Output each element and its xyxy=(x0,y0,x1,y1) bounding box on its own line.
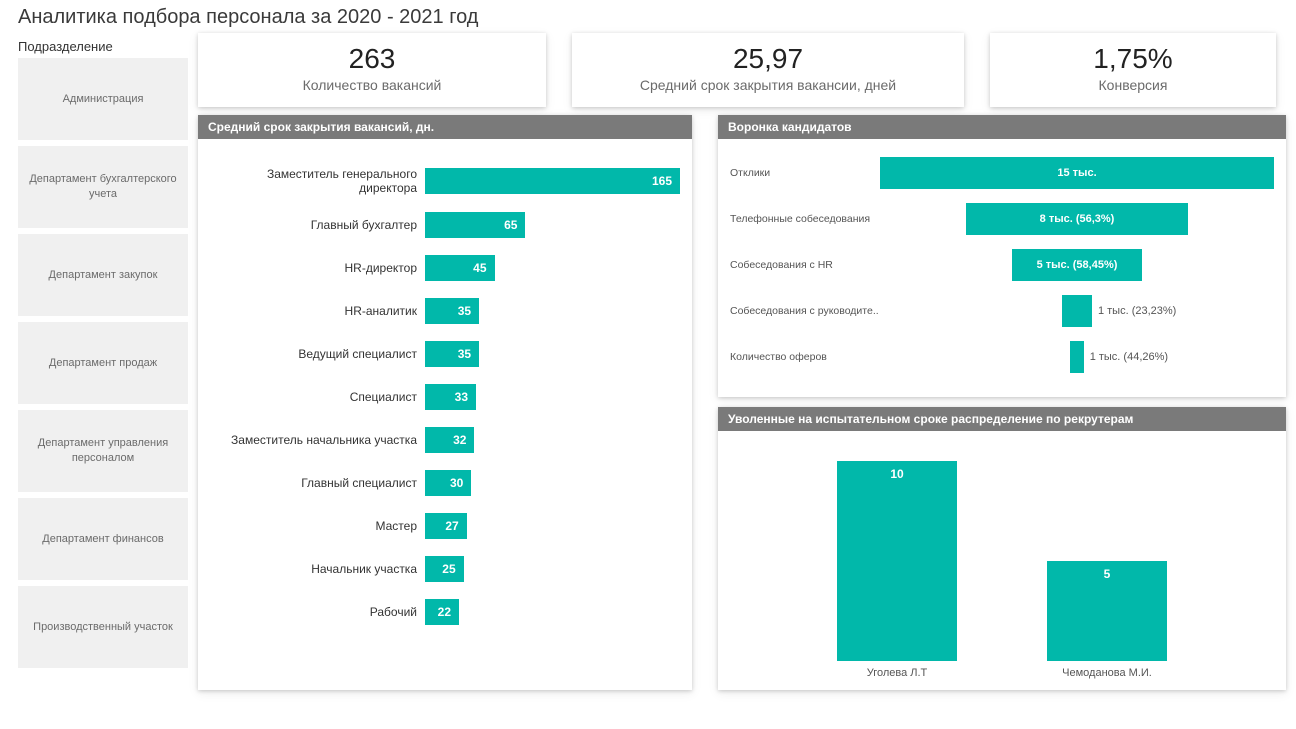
hbar-label: Рабочий xyxy=(210,605,425,619)
funnel-bar xyxy=(1070,341,1083,373)
column-bar: 5 xyxy=(1047,561,1167,661)
hbar-fill: 25 xyxy=(425,556,464,582)
hbar-track: 22 xyxy=(425,599,680,625)
kpi-card: 263 Количество вакансий xyxy=(198,33,546,107)
fired-panel: Уволенные на испытательном сроке распред… xyxy=(718,407,1286,690)
page-title: Аналитика подбора персонала за 2020 - 20… xyxy=(0,0,1296,33)
hbar-label: HR-директор xyxy=(210,261,425,275)
sidebar-item[interactable]: Департамент бухгалтерского учета xyxy=(18,146,188,228)
hbar-label: HR-аналитик xyxy=(210,304,425,318)
hbar-row: Главный специалист30 xyxy=(210,470,680,496)
hbar-row: Мастер27 xyxy=(210,513,680,539)
hbar-track: 35 xyxy=(425,298,680,324)
hbar-label: Начальник участка xyxy=(210,562,425,576)
hbar-fill: 165 xyxy=(425,168,680,194)
hbar-track: 35 xyxy=(425,341,680,367)
hbar-row: Рабочий22 xyxy=(210,599,680,625)
main-content: 263 Количество вакансий 25,97 Средний срок … xyxy=(198,33,1286,690)
hbar-fill: 27 xyxy=(425,513,467,539)
column-fill xyxy=(837,481,957,661)
funnel-title: Воронка кандидатов xyxy=(718,115,1286,139)
sidebar-item[interactable]: Департамент финансов xyxy=(18,498,188,580)
fired-title: Уволенные на испытательном сроке распред… xyxy=(718,407,1286,431)
hbar-label: Мастер xyxy=(210,519,425,533)
hbar-fill: 35 xyxy=(425,341,479,367)
sidebar: Подразделение АдминистрацияДепартамент б… xyxy=(18,33,188,690)
hbar-fill: 22 xyxy=(425,599,459,625)
funnel-outlabel: 1 тыс. (23,23%) xyxy=(1098,305,1176,317)
hbar-row: Начальник участка25 xyxy=(210,556,680,582)
hbar-label: Специалист xyxy=(210,390,425,404)
hbar-fill: 30 xyxy=(425,470,471,496)
column-fill xyxy=(1047,581,1167,661)
column-axis-label: Уголева Л.Т xyxy=(837,667,957,679)
hbar-label: Ведущий специалист xyxy=(210,347,425,361)
hbar-fill: 32 xyxy=(425,427,474,453)
funnel-stage-label: Телефонные собеседования xyxy=(730,213,880,225)
funnel-outlabel: 1 тыс. (44,26%) xyxy=(1090,351,1168,363)
funnel-stage-label: Количество оферов xyxy=(730,351,880,363)
column-axis-label: Чемоданова М.И. xyxy=(1047,667,1167,679)
funnel-bar xyxy=(1062,295,1092,327)
hbar-track: 27 xyxy=(425,513,680,539)
kpi-value: 263 xyxy=(198,43,546,75)
funnel-row: Собеседования с HR 5 тыс. (58,45%) xyxy=(730,249,1274,281)
funnel-row: Телефонные собеседования 8 тыс. (56,3%) xyxy=(730,203,1274,235)
hbar-track: 65 xyxy=(425,212,680,238)
hbar-track: 45 xyxy=(425,255,680,281)
funnel-bar: 15 тыс. xyxy=(880,157,1274,189)
hbar-row: HR-директор45 xyxy=(210,255,680,281)
sidebar-item[interactable]: Производственный участок xyxy=(18,586,188,668)
sidebar-title: Подразделение xyxy=(18,33,188,58)
column-value: 5 xyxy=(1047,561,1167,581)
hbar-track: 30 xyxy=(425,470,680,496)
hbar-track: 33 xyxy=(425,384,680,410)
funnel-row: Собеседования с руководите.. 1 тыс. (23,2… xyxy=(730,295,1274,327)
hbar-fill: 35 xyxy=(425,298,479,324)
hbar-row: Специалист33 xyxy=(210,384,680,410)
kpi-label: Средний срок закрытия вакансии, дней xyxy=(572,77,964,93)
funnel-row: Количество оферов 1 тыс. (44,26%) xyxy=(730,341,1274,373)
kpi-card: 1,75% Конверсия xyxy=(990,33,1276,107)
funnel-bar: 5 тыс. (58,45%) xyxy=(1012,249,1142,281)
hbar-label: Главный специалист xyxy=(210,476,425,490)
kpi-label: Конверсия xyxy=(990,77,1276,93)
column-bar: 10 xyxy=(837,461,957,661)
funnel-stage-label: Отклики xyxy=(730,167,880,179)
column-value: 10 xyxy=(837,461,957,481)
funnel-bar: 8 тыс. (56,3%) xyxy=(966,203,1188,235)
hbar-row: Ведущий специалист35 xyxy=(210,341,680,367)
kpi-value: 1,75% xyxy=(990,43,1276,75)
closing-time-title: Средний срок закрытия вакансий, дн. xyxy=(198,115,692,139)
hbar-track: 25 xyxy=(425,556,680,582)
hbar-row: Главный бухгалтер65 xyxy=(210,212,680,238)
funnel-stage-label: Собеседования с руководите.. xyxy=(730,305,880,317)
hbar-label: Заместитель генерального директора xyxy=(210,167,425,195)
funnel-row: Отклики15 тыс. xyxy=(730,157,1274,189)
sidebar-item[interactable]: Департамент закупок xyxy=(18,234,188,316)
hbar-label: Главный бухгалтер xyxy=(210,218,425,232)
kpi-value: 25,97 xyxy=(572,43,964,75)
hbar-row: HR-аналитик35 xyxy=(210,298,680,324)
kpi-row: 263 Количество вакансий 25,97 Средний срок … xyxy=(198,33,1286,107)
hbar-row: Заместитель начальника участка32 xyxy=(210,427,680,453)
panels-row: Средний срок закрытия вакансий, дн. Заме… xyxy=(198,115,1286,690)
hbar-track: 32 xyxy=(425,427,680,453)
hbar-fill: 33 xyxy=(425,384,476,410)
kpi-card: 25,97 Средний срок закрытия вакансии, дне… xyxy=(572,33,964,107)
hbar-fill: 45 xyxy=(425,255,495,281)
sidebar-item[interactable]: Департамент продаж xyxy=(18,322,188,404)
sidebar-item[interactable]: Департамент управления персоналом xyxy=(18,410,188,492)
dashboard-layout: Подразделение АдминистрацияДепартамент б… xyxy=(0,33,1296,690)
hbar-fill: 65 xyxy=(425,212,525,238)
closing-time-panel: Средний срок закрытия вакансий, дн. Заме… xyxy=(198,115,692,690)
funnel-stage-label: Собеседования с HR xyxy=(730,259,880,271)
sidebar-item[interactable]: Администрация xyxy=(18,58,188,140)
hbar-track: 165 xyxy=(425,168,680,194)
hbar-label: Заместитель начальника участка xyxy=(210,433,425,447)
kpi-label: Количество вакансий xyxy=(198,77,546,93)
hbar-row: Заместитель генерального директора165 xyxy=(210,167,680,195)
funnel-panel: Воронка кандидатов Отклики15 тыс. Телефон… xyxy=(718,115,1286,397)
